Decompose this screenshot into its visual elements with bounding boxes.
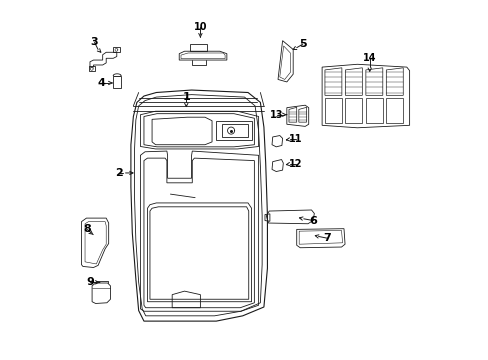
Text: 8: 8	[83, 224, 91, 234]
Text: 3: 3	[91, 37, 98, 48]
Text: 14: 14	[362, 53, 376, 63]
Text: 11: 11	[288, 134, 302, 144]
Text: 12: 12	[288, 159, 302, 169]
Text: 10: 10	[193, 22, 207, 32]
Text: 5: 5	[298, 39, 306, 49]
Text: 4: 4	[98, 78, 105, 88]
Text: 2: 2	[115, 168, 123, 178]
Text: 7: 7	[323, 233, 330, 243]
Text: 6: 6	[309, 216, 317, 226]
Text: 1: 1	[182, 92, 190, 102]
Text: 9: 9	[86, 277, 94, 287]
Text: 13: 13	[270, 110, 283, 120]
